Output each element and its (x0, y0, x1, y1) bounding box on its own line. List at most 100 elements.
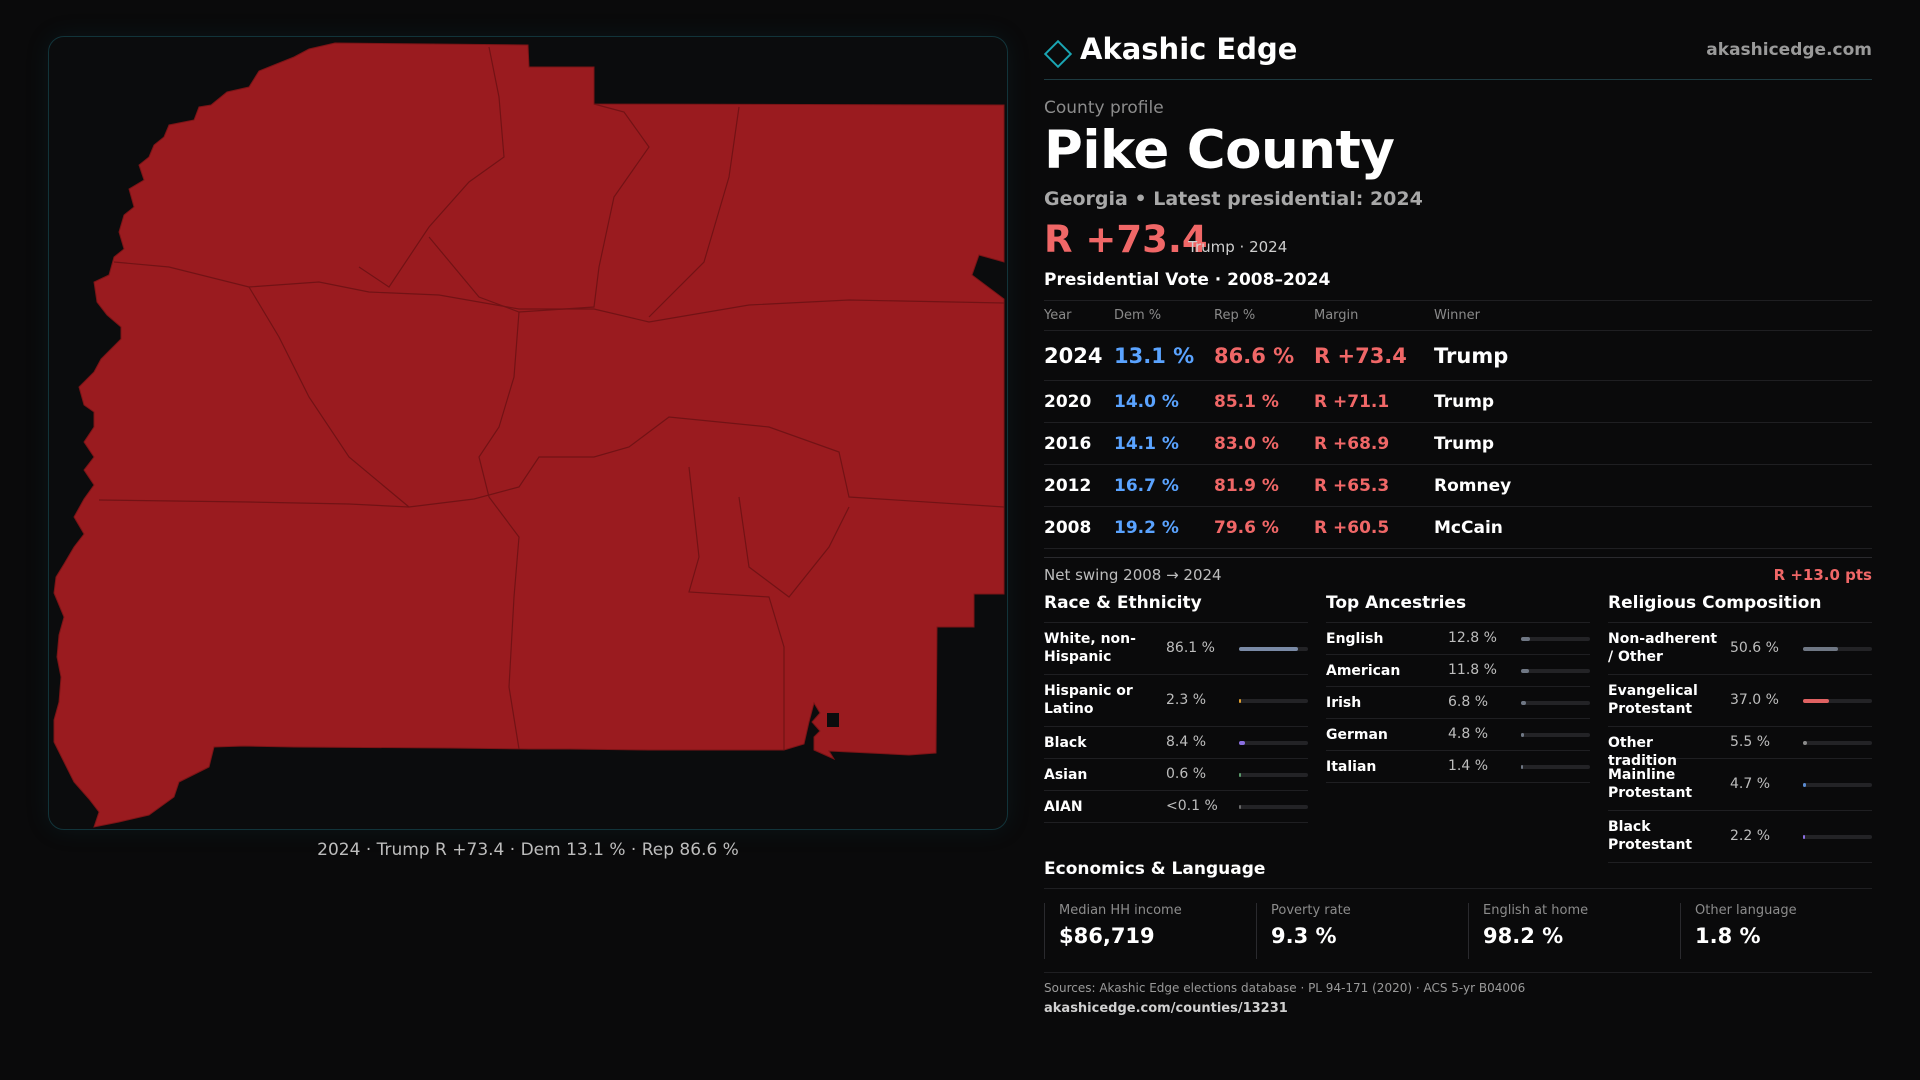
row-bar-fill (1239, 741, 1245, 745)
demographics-grid: Race & Ethnicity White, non-Hispanic 86.1… (1044, 589, 1872, 863)
row-value: 2.2 % (1730, 828, 1771, 844)
row-bar (1521, 669, 1590, 673)
table-row[interactable]: 2020 14.0 % 85.1 % R +71.1 Trump (1044, 380, 1872, 423)
cell-winner: Trump (1434, 422, 1872, 465)
cell-rep: 83.0 % (1214, 422, 1314, 465)
row-label: AIAN (1044, 799, 1083, 815)
row-bar (1803, 783, 1872, 787)
header: Akashic Edge akashicedge.com (1043, 30, 1872, 80)
row-bar-fill (1803, 835, 1805, 839)
brand-name[interactable]: Akashic Edge (1080, 32, 1298, 66)
religion-section: Religious Composition Non-adherent / Oth… (1608, 589, 1872, 863)
cell-dem: 14.1 % (1114, 422, 1214, 465)
row-bar (1803, 835, 1872, 839)
row-value: 0.6 % (1166, 766, 1207, 782)
race-ethnicity-section: Race & Ethnicity White, non-Hispanic 86.1… (1044, 589, 1308, 823)
row-value: 5.5 % (1730, 734, 1771, 750)
stat-label: Other language (1695, 903, 1797, 918)
row-bar (1803, 741, 1872, 745)
table-row[interactable]: 2016 14.1 % 83.0 % R +68.9 Trump (1044, 422, 1872, 465)
row-value: 8.4 % (1166, 734, 1207, 750)
row-label: Asian (1044, 767, 1088, 783)
list-item: Evangelical Protestant 37.0 % (1608, 675, 1872, 727)
list-item: Black 8.4 % (1044, 727, 1308, 759)
cell-margin: R +68.9 (1314, 422, 1434, 465)
table-row[interactable]: 2024 13.1 % 86.6 % R +73.4 Trump (1044, 330, 1872, 381)
col-header-rep: Rep % (1214, 300, 1314, 331)
list-item: Asian 0.6 % (1044, 759, 1308, 791)
cell-dem: 16.7 % (1114, 464, 1214, 507)
list-item: Mainline Protestant 4.7 % (1608, 759, 1872, 811)
row-label: Irish (1326, 695, 1362, 711)
row-label: Hispanic or Latino (1044, 683, 1133, 717)
row-value: 86.1 % (1166, 640, 1215, 656)
row-bar (1239, 741, 1308, 745)
row-value: 6.8 % (1448, 694, 1489, 710)
net-swing-label: Net swing 2008 → 2024 (1044, 566, 1222, 584)
stat-label: Poverty rate (1271, 903, 1351, 918)
row-bar-fill (1803, 741, 1807, 745)
col-header-dem: Dem % (1114, 300, 1214, 331)
cell-year: 2020 (1044, 380, 1114, 423)
row-bar-fill (1239, 805, 1241, 809)
row-bar (1521, 765, 1590, 769)
stat-poverty-rate: Poverty rate 9.3 % (1256, 903, 1456, 959)
economics-title: Economics & Language (1044, 859, 1872, 889)
cell-winner: McCain (1434, 506, 1872, 549)
precinct-borders (98, 46, 1005, 750)
map-caption: 2024 · Trump R +73.4 · Dem 13.1 % · Rep … (317, 840, 739, 860)
col-header-margin: Margin (1314, 300, 1434, 331)
list-item: Hispanic or Latino 2.3 % (1044, 675, 1308, 727)
source-link[interactable]: akashicedge.com/counties/13231 (1044, 1001, 1288, 1016)
row-bar-fill (1803, 647, 1838, 651)
map-gap (827, 713, 839, 727)
table-row[interactable]: 2012 16.7 % 81.9 % R +65.3 Romney (1044, 464, 1872, 507)
stat-label: Median HH income (1059, 903, 1182, 918)
row-label: Other tradition (1608, 735, 1677, 769)
eyebrow: County profile (1044, 98, 1164, 118)
headline-note: Trump · 2024 (1188, 238, 1288, 256)
headline-margin: R +73.4 (1044, 218, 1208, 261)
county-shape[interactable] (53, 42, 1005, 828)
cell-year: 2008 (1044, 506, 1114, 549)
profile-panel: Akashic Edge akashicedge.com County prof… (1043, 30, 1872, 1016)
row-bar-fill (1521, 765, 1523, 769)
row-bar (1521, 701, 1590, 705)
list-item: Italian 1.4 % (1326, 751, 1590, 783)
county-map-panel[interactable] (48, 36, 1008, 830)
row-value: 4.7 % (1730, 776, 1771, 792)
row-bar-fill (1521, 669, 1529, 673)
table-header-row: Year Dem % Rep % Margin Winner (1044, 300, 1872, 331)
list-item: AIAN <0.1 % (1044, 791, 1308, 823)
page-title: Pike County (1044, 120, 1395, 181)
row-bar-fill (1239, 773, 1241, 777)
net-swing-row: Net swing 2008 → 2024 R +13.0 pts (1044, 557, 1872, 589)
row-value: 4.8 % (1448, 726, 1489, 742)
economics-stats: Median HH income $86,719 Poverty rate 9.… (1044, 903, 1872, 973)
cell-winner: Romney (1434, 464, 1872, 507)
row-value: 1.4 % (1448, 758, 1489, 774)
cell-margin: R +71.1 (1314, 380, 1434, 423)
cell-winner: Trump (1434, 330, 1872, 381)
list-item: German 4.8 % (1326, 719, 1590, 751)
row-bar-fill (1803, 699, 1829, 703)
row-bar-fill (1803, 783, 1806, 787)
row-value: 37.0 % (1730, 692, 1779, 708)
row-label: Italian (1326, 759, 1377, 775)
brand-url[interactable]: akashicedge.com (1706, 40, 1872, 60)
cell-rep: 86.6 % (1214, 330, 1314, 381)
cell-rep: 81.9 % (1214, 464, 1314, 507)
stat-value: 1.8 % (1695, 924, 1761, 948)
row-bar (1239, 647, 1308, 651)
cell-dem: 14.0 % (1114, 380, 1214, 423)
table-row[interactable]: 2008 19.2 % 79.6 % R +60.5 McCain (1044, 506, 1872, 549)
row-bar (1521, 733, 1590, 737)
stat-value: $86,719 (1059, 924, 1155, 948)
list-item: Irish 6.8 % (1326, 687, 1590, 719)
list-item: Black Protestant 2.2 % (1608, 811, 1872, 863)
net-swing-value: R +13.0 pts (1773, 566, 1872, 584)
row-bar-fill (1239, 647, 1298, 651)
cell-year: 2024 (1044, 330, 1114, 381)
sources-text: Sources: Akashic Edge elections database… (1044, 981, 1526, 995)
cell-winner: Trump (1434, 380, 1872, 423)
